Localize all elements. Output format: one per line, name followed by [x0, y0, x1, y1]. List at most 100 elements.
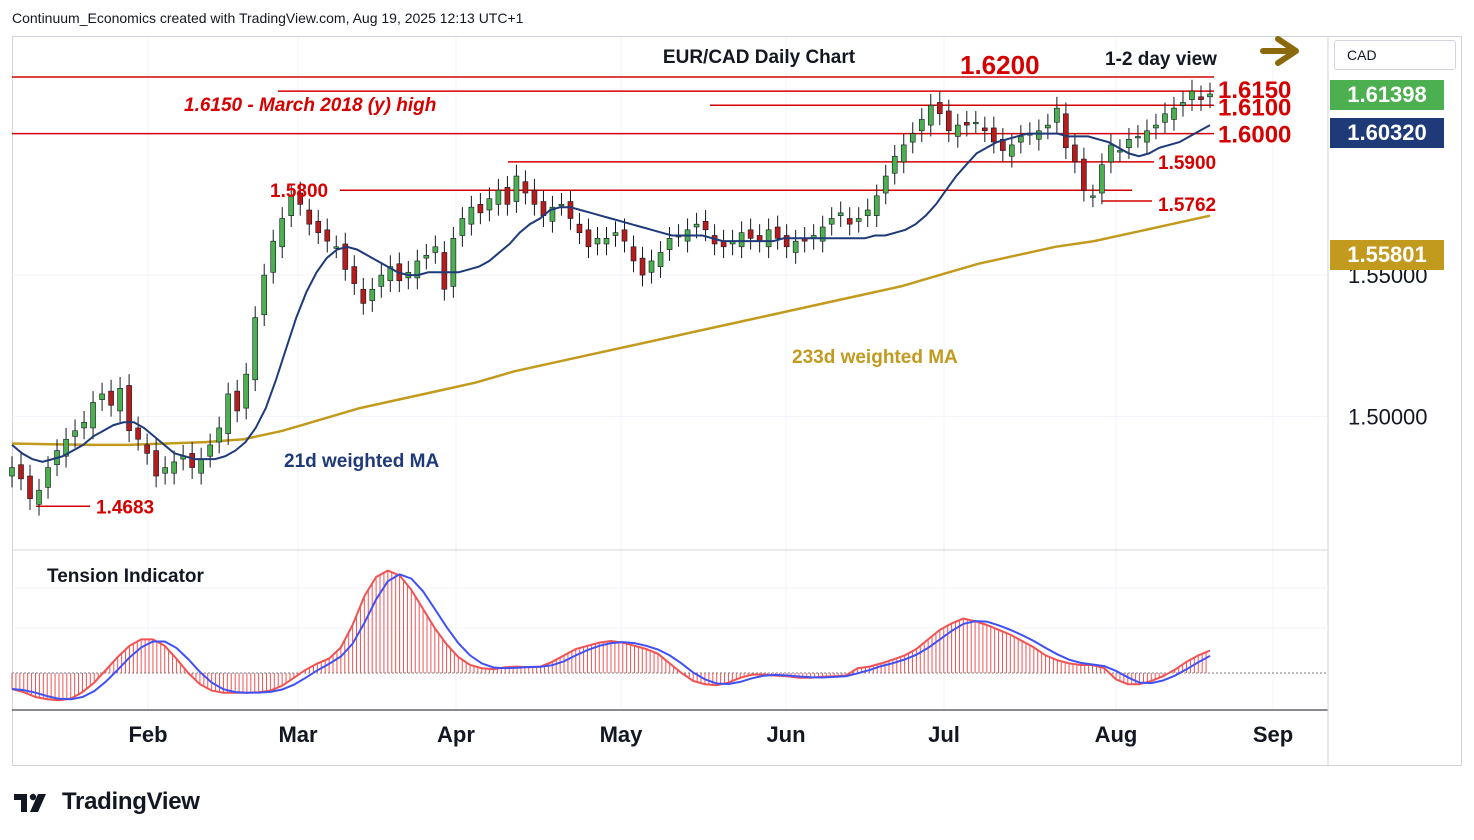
candle — [1072, 133, 1078, 174]
time-tick-label: Mar — [278, 722, 318, 747]
candle-body — [477, 204, 484, 214]
candle-body — [495, 189, 502, 205]
candle-body — [522, 181, 529, 194]
candle-body — [504, 187, 511, 205]
last-price-badge: 1.61398 — [1330, 80, 1444, 110]
currency-selector[interactable]: CAD — [1334, 40, 1456, 70]
candle-body — [90, 402, 96, 429]
candle-body — [991, 127, 997, 143]
candle-body — [198, 458, 204, 474]
candle — [1063, 102, 1069, 160]
ma21-label: 21d weighted MA — [284, 451, 439, 472]
candle — [973, 110, 979, 134]
candle-body — [1162, 113, 1168, 123]
candle — [846, 207, 853, 236]
candle-body — [1054, 107, 1060, 123]
candle — [963, 110, 970, 137]
candle — [513, 164, 520, 213]
candle — [504, 176, 511, 216]
candle-body — [747, 229, 754, 239]
candle — [288, 184, 295, 227]
candle-body — [135, 427, 141, 440]
candle — [882, 164, 889, 205]
candle — [657, 241, 664, 278]
candle — [918, 108, 925, 143]
candle-body — [306, 209, 313, 225]
candle — [837, 201, 844, 227]
candle — [1099, 153, 1105, 205]
candle — [720, 229, 727, 259]
candle-body — [216, 427, 222, 443]
candle-body — [324, 229, 331, 242]
candle-body — [234, 390, 240, 412]
candle-body — [486, 198, 493, 211]
candle-body — [549, 206, 556, 222]
candle-body — [414, 260, 421, 279]
candle — [36, 478, 42, 516]
right-arrow-icon — [1260, 36, 1299, 66]
candle-body — [792, 240, 799, 253]
candle-body — [873, 195, 880, 216]
candle — [1081, 147, 1087, 202]
candle — [135, 416, 141, 451]
candle — [45, 456, 51, 499]
candle-body — [585, 229, 592, 248]
candle — [945, 99, 952, 143]
candle-body — [162, 467, 168, 474]
candle — [828, 207, 835, 236]
candle-body — [1018, 136, 1024, 143]
candle — [765, 218, 772, 259]
candle-body — [1207, 93, 1213, 98]
candle — [585, 218, 592, 259]
candle-body — [144, 444, 150, 454]
candle-body — [738, 232, 745, 248]
march-high-annotation: 1.6150 - March 2018 (y) high — [184, 95, 436, 116]
candle-body — [1135, 136, 1141, 139]
candle — [216, 416, 222, 454]
level-label-1-6150: 1.6150 — [1218, 77, 1291, 104]
candle — [909, 122, 916, 154]
candle — [747, 218, 754, 250]
candle — [333, 235, 340, 259]
candle-body — [612, 232, 619, 236]
candle-body — [288, 195, 295, 216]
level-label-1-6100: 1.6100 — [1218, 94, 1291, 121]
candle-body — [1126, 138, 1132, 149]
candle — [144, 433, 150, 465]
candle — [1198, 85, 1204, 111]
level-label-1-5762: 1.5762 — [1158, 195, 1216, 216]
time-tick-label: Jul — [928, 722, 960, 747]
time-tick-label: May — [600, 722, 644, 747]
candle — [117, 376, 123, 423]
level-label-1-6200: 1.6200 — [960, 50, 1040, 80]
candle — [90, 391, 96, 440]
candle — [495, 178, 502, 216]
candle — [630, 235, 637, 273]
candle-body — [693, 223, 700, 228]
candle-body — [648, 260, 655, 273]
candle-body — [342, 243, 349, 270]
candle — [27, 464, 33, 510]
candle-body — [279, 218, 286, 248]
candle — [99, 382, 105, 411]
candle — [198, 447, 204, 485]
candle-body — [603, 238, 610, 245]
candle — [81, 410, 87, 440]
candle-body — [153, 450, 159, 477]
candle — [360, 277, 367, 315]
candle-body — [1081, 158, 1087, 191]
candle — [756, 224, 763, 253]
candle-body — [513, 175, 520, 202]
time-tick-label: Apr — [437, 722, 475, 747]
candle-body — [297, 192, 304, 205]
candle-body — [261, 274, 268, 316]
candle — [126, 374, 132, 443]
tradingview-logo[interactable]: TradingView — [14, 788, 200, 816]
candle-body — [973, 121, 979, 125]
time-tick-label: Jun — [766, 722, 805, 747]
candle-body — [1099, 164, 1105, 194]
candle-body — [1090, 195, 1096, 198]
candle-body — [702, 221, 709, 231]
candle — [936, 91, 943, 126]
